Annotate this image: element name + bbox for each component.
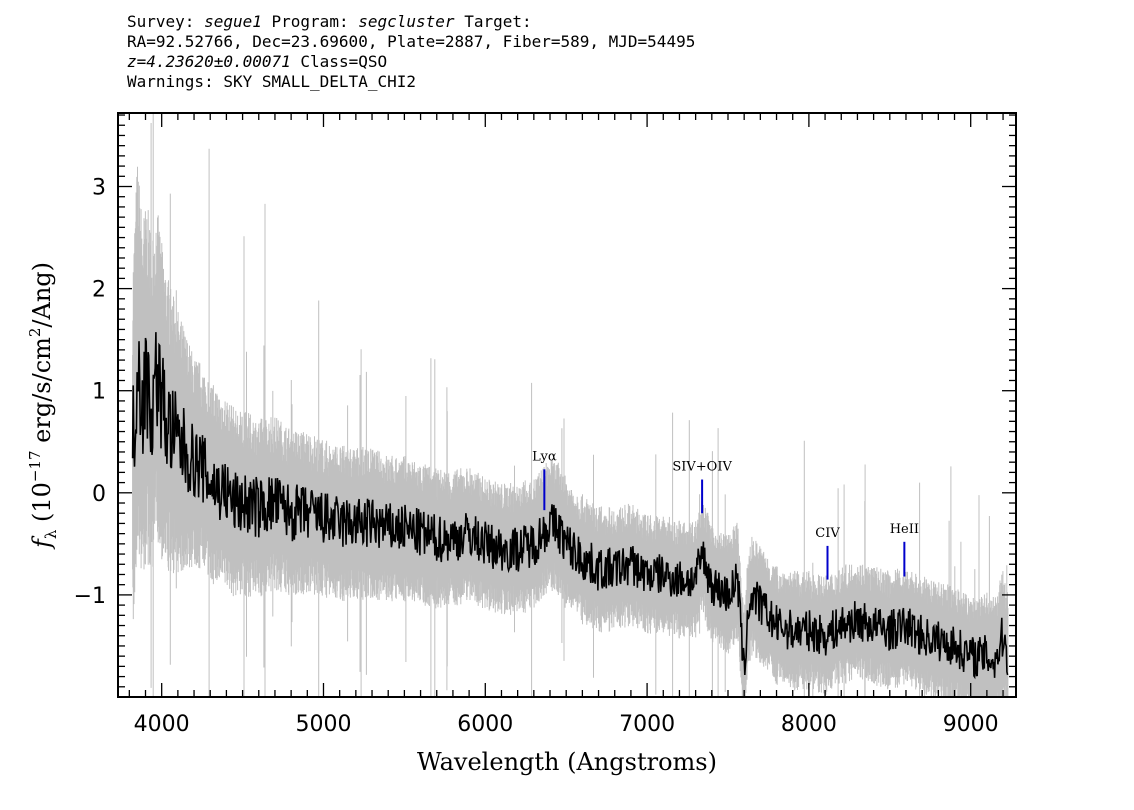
x-tick-label: 5000 (295, 712, 351, 737)
axis-ticks: 4000 5000 6000 7000 8000 9000 −1 0 1 2 3 (74, 113, 1016, 737)
emission-line-label: HeII (890, 522, 919, 537)
y-tick-label: 2 (92, 278, 106, 303)
y-tick-label: 1 (92, 380, 106, 405)
flux-line (131, 332, 1009, 680)
y-axis-title-sq: 2 (26, 328, 44, 338)
y-tick-label: −1 (74, 584, 106, 609)
redshift-value: z=4.23620±0.00071 (127, 52, 291, 71)
emission-line-3: HeII (890, 522, 919, 577)
y-axis-title-units: erg/s/cm (28, 337, 56, 451)
target-label: Target: (464, 12, 532, 31)
plot-frame (117, 112, 1017, 698)
x-axis-title: Wavelength (Angstroms) (417, 748, 717, 776)
flux-spectrum (131, 332, 1009, 680)
program-label: Program: (271, 12, 349, 31)
header-line-survey: Survey: segue1 Program: segcluster Targe… (127, 12, 695, 32)
x-tick-label: 8000 (781, 712, 837, 737)
header-line-redshift: z=4.23620±0.00071 Class=QSO (127, 52, 695, 72)
x-tick-label: 7000 (619, 712, 675, 737)
header-line-warnings: Warnings: SKY SMALL_DELTA_CHI2 (127, 72, 416, 91)
emission-line-2: CIV (815, 526, 840, 580)
error-band (132, 114, 1009, 696)
emission-line-0: Lyα (532, 449, 557, 511)
y-axis-title: fλ (10−17 erg/s/cm2/Ang) (26, 262, 60, 550)
x-tick-label: 9000 (943, 712, 999, 737)
spectrum-header: Survey: segue1 Program: segcluster Targe… (127, 12, 695, 92)
emission-line-markers: Lyα SIV+OIV CIV HeII (532, 449, 919, 580)
emission-line-label: CIV (815, 526, 840, 541)
survey-label: Survey: (127, 12, 195, 31)
y-tick-label: 0 (92, 482, 106, 507)
y-axis-title-end: /Ang) (28, 262, 56, 328)
program-name: segcluster (358, 12, 455, 31)
emission-line-1: SIV+OIV (672, 460, 732, 514)
class-value: Class=QSO (300, 52, 388, 71)
y-axis-title-mid: (10 (28, 482, 56, 530)
survey-name: segue1 (204, 12, 262, 31)
y-tick-label: 3 (92, 176, 106, 201)
x-tick-label: 4000 (134, 712, 190, 737)
emission-line-label: Lyα (532, 449, 557, 464)
y-axis-title-sub: λ (42, 529, 60, 539)
x-tick-label: 6000 (457, 712, 513, 737)
header-line-coordinates: RA=92.52766, Dec=23.69600, Plate=2887, F… (127, 32, 696, 51)
emission-line-label: SIV+OIV (672, 460, 732, 475)
y-axis-title-exp: −17 (26, 450, 44, 482)
